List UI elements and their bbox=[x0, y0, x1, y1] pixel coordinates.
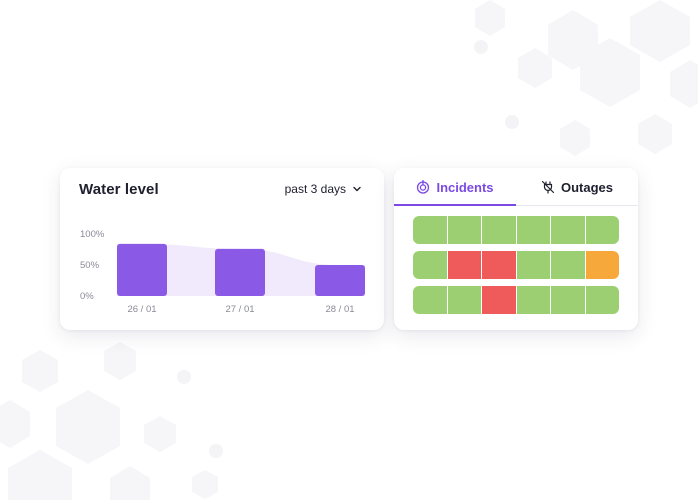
incidents-card: Incidents Outages bbox=[394, 168, 638, 330]
tab-divider bbox=[394, 205, 638, 206]
status-row bbox=[413, 216, 619, 244]
status-cell-ok[interactable] bbox=[413, 286, 448, 314]
tab-outages-label: Outages bbox=[560, 179, 613, 195]
target-icon bbox=[417, 180, 430, 194]
bar-2701[interactable] bbox=[215, 248, 265, 296]
status-row bbox=[413, 251, 619, 279]
status-cell-ok[interactable] bbox=[585, 216, 619, 244]
y-tick-label: 100% bbox=[80, 229, 105, 240]
tab-incidents[interactable]: Incidents bbox=[394, 168, 516, 206]
x-tick-label: 27 / 01 bbox=[225, 304, 254, 315]
status-grid bbox=[413, 216, 619, 321]
chevron-down-icon bbox=[353, 186, 361, 192]
status-cell-ok[interactable] bbox=[551, 216, 586, 244]
time-range-dropdown[interactable]: past 3 days bbox=[285, 182, 362, 196]
status-cell-ok[interactable] bbox=[447, 286, 482, 314]
bar-2601[interactable] bbox=[117, 243, 167, 296]
status-cell-ok[interactable] bbox=[551, 251, 586, 279]
unplugged-icon bbox=[541, 180, 555, 194]
water-level-title: Water level bbox=[79, 181, 159, 198]
status-cell-warning[interactable] bbox=[585, 251, 619, 279]
y-tick-label: 0% bbox=[80, 291, 94, 302]
status-cell-incident[interactable] bbox=[447, 251, 482, 279]
water-level-card: Water level past 3 days 100% 50% 0% 26 / 01… bbox=[60, 168, 384, 330]
status-cell-ok[interactable] bbox=[585, 286, 619, 314]
water-level-chart: 100% 50% 0% 26 / 01 27 / 01 28 / 01 bbox=[80, 229, 365, 315]
y-tick-label: 50% bbox=[80, 260, 100, 271]
status-cell-ok[interactable] bbox=[413, 216, 448, 244]
active-tab-indicator bbox=[394, 204, 516, 206]
tab-incidents-label: Incidents bbox=[436, 179, 494, 195]
time-range-label: past 3 days bbox=[284, 182, 346, 196]
status-cell-ok[interactable] bbox=[551, 286, 586, 314]
x-tick-label: 26 / 01 bbox=[127, 304, 156, 315]
status-cell-ok[interactable] bbox=[516, 251, 551, 279]
status-cell-ok[interactable] bbox=[516, 286, 551, 314]
x-tick-label: 28 / 01 bbox=[325, 304, 354, 315]
status-row bbox=[413, 286, 619, 314]
bar-2801[interactable] bbox=[315, 265, 365, 296]
status-cell-incident[interactable] bbox=[482, 251, 517, 279]
status-cell-ok[interactable] bbox=[447, 216, 482, 244]
status-cell-ok[interactable] bbox=[413, 251, 448, 279]
status-cell-ok[interactable] bbox=[516, 216, 551, 244]
status-cell-ok[interactable] bbox=[482, 216, 517, 244]
tab-bar: Incidents Outages bbox=[394, 168, 638, 206]
status-cell-incident[interactable] bbox=[482, 286, 517, 314]
tab-outages[interactable]: Outages bbox=[516, 168, 638, 206]
